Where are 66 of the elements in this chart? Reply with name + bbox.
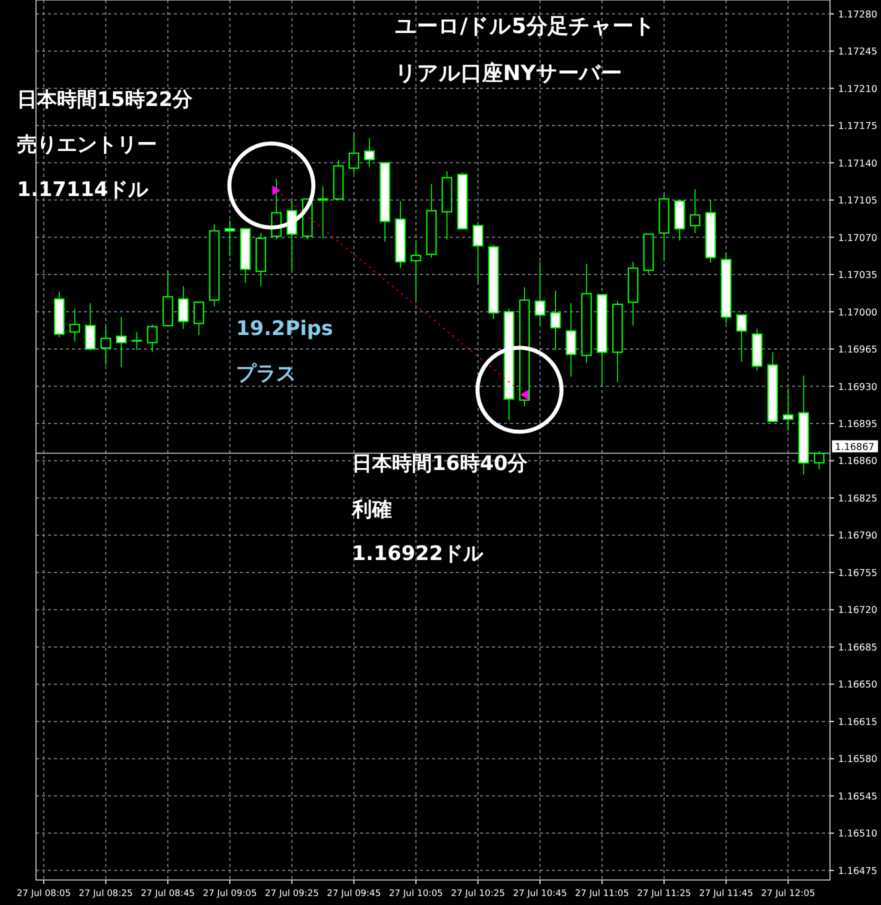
- y-tick-label: 1.17035: [838, 270, 878, 282]
- candlestick: [534, 261, 546, 326]
- candlestick: [84, 302, 96, 351]
- y-tick-label: 1.16755: [838, 568, 878, 579]
- annotation: 日本時間15時22分: [17, 87, 194, 111]
- y-tick-label: 1.16475: [838, 866, 878, 877]
- candlestick: [116, 316, 127, 368]
- y-tick-label: 1.16825: [838, 493, 878, 504]
- y-tick-label: 1.17245: [838, 46, 878, 58]
- y-tick-label: 1.17280: [838, 9, 878, 20]
- candlestick: [100, 326, 112, 366]
- x-tick-label: 27 Jul 10:05: [388, 889, 443, 899]
- candlestick: [566, 302, 576, 378]
- candlestick: [147, 324, 158, 353]
- y-tick-label: 1.16895: [838, 419, 878, 430]
- x-tick-label: 27 Jul 10:45: [513, 889, 567, 899]
- y-tick-label: 1.17175: [838, 121, 878, 132]
- x-tick-label: 27 Jul 11:25: [637, 889, 692, 899]
- x-tick-label: 27 Jul 08:05: [16, 889, 71, 899]
- candlestick: [178, 286, 189, 330]
- y-tick-label: 1.16615: [838, 716, 878, 728]
- y-tick-label: 1.16930: [838, 382, 878, 393]
- candlestick: [364, 138, 375, 168]
- candlestick: [194, 302, 204, 336]
- y-tick-label: 1.16580: [838, 754, 878, 766]
- candlestick: [550, 290, 561, 351]
- y-tick-label: 1.16965: [838, 344, 878, 356]
- annotation: 日本時間16時40分: [352, 451, 529, 475]
- text: リアル口座NYサーバー: [395, 61, 622, 85]
- candlestick: [69, 308, 80, 342]
- annotation: 利確: [351, 497, 392, 521]
- candlestick: [348, 134, 360, 174]
- annotation: プラス: [236, 361, 296, 385]
- x-tick-label: 27 Jul 09:05: [202, 889, 257, 899]
- candlestick: [132, 331, 142, 351]
- ref-line-label: 1.16867: [835, 442, 874, 453]
- x-tick-label: 27 Jul 08:45: [140, 889, 195, 899]
- candlestick: [782, 388, 794, 432]
- y-tick-label: 1.16790: [838, 530, 878, 542]
- y-tick-label: 1.16545: [838, 791, 878, 802]
- candlestick: [410, 242, 422, 301]
- text: ユーロ/ドル5分足チャート: [395, 14, 656, 38]
- y-tick-label: 1.16650: [838, 680, 878, 691]
- y-tick-label: 1.16510: [838, 828, 878, 840]
- y-tick-label: 1.17000: [838, 307, 878, 318]
- y-tick-label: 1.16860: [838, 456, 878, 468]
- y-tick-label: 1.17140: [838, 158, 878, 170]
- y-tick-label: 1.17105: [838, 196, 878, 207]
- x-tick-label: 27 Jul 08:25: [78, 889, 133, 899]
- x-tick-label: 27 Jul 11:45: [699, 889, 754, 899]
- y-tick-label: 1.17210: [838, 84, 878, 95]
- x-tick-label: 27 Jul 12:05: [761, 889, 816, 899]
- candlestick: [224, 220, 236, 257]
- annotation: 1.16922ドル: [352, 541, 484, 565]
- annotation: 19.2Pips: [236, 316, 334, 340]
- candlestick: [690, 188, 700, 234]
- x-tick-label: 27 Jul 09:45: [326, 889, 381, 899]
- x-tick-label: 27 Jul 09:25: [264, 889, 319, 899]
- x-tick-label: 27 Jul 10:25: [450, 889, 505, 899]
- candlestick: [736, 314, 747, 362]
- y-tick-label: 1.17070: [838, 232, 878, 244]
- candlestick: [472, 224, 484, 282]
- y-tick-label: 1.16685: [838, 642, 878, 654]
- x-tick-label: 27 Jul 11:05: [575, 889, 630, 899]
- candlestick: [814, 450, 824, 470]
- y-tick-label: 1.16720: [838, 605, 878, 616]
